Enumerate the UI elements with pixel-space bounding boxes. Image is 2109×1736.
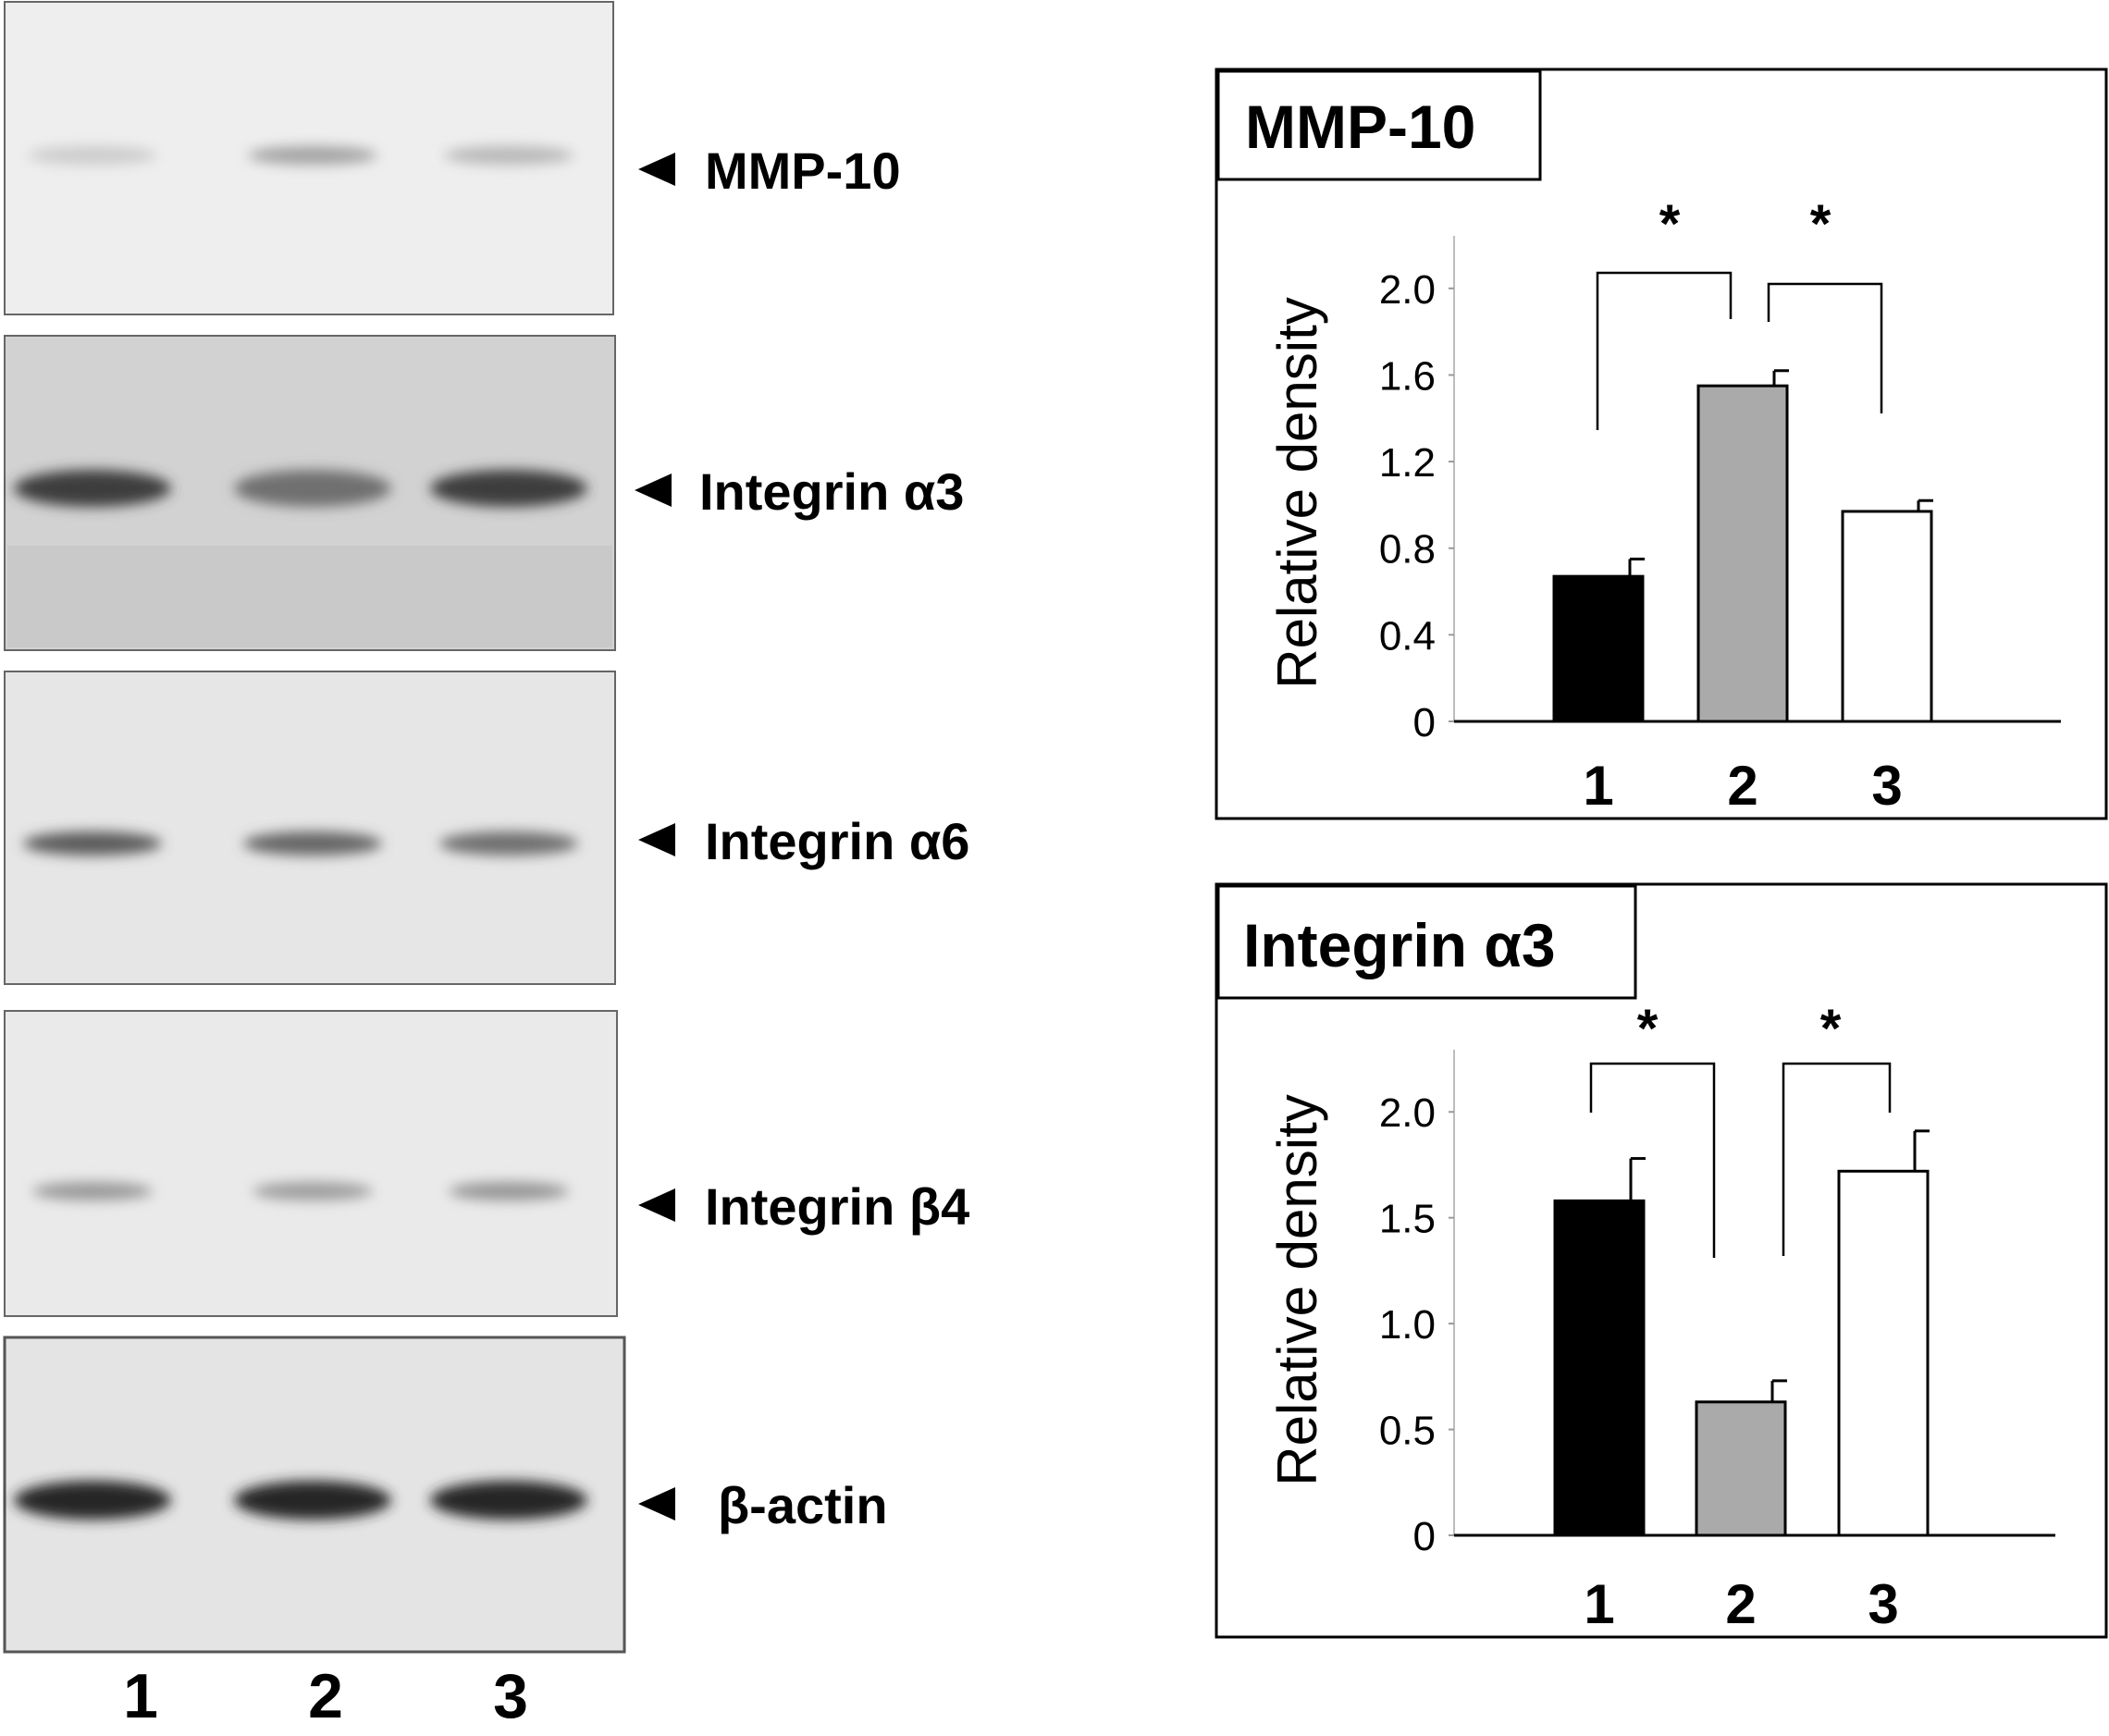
arrow-icon [638,1487,675,1521]
y-tick-label: 1.6 [1379,353,1436,399]
band-lane-3 [449,1182,569,1200]
band-lane-2 [243,831,382,856]
arrow-icon [638,1188,675,1222]
blot-label-beta-actin: β-actin [718,1476,888,1534]
arrow-icon [638,153,675,186]
significance-star: * [1659,194,1681,254]
chart-title: Integrin α3 [1243,911,1556,979]
y-tick-label: 2.0 [1379,1090,1436,1136]
y-tick-label: 0 [1413,700,1436,745]
blot-lane-labels: 1 2 3 [123,1661,528,1731]
band-lane-2 [253,1182,373,1200]
bar-3 [1841,510,1933,723]
x-tick-label: 2 [1727,755,1758,817]
band-lane-1 [32,1182,153,1200]
chart-title-box [1216,69,1542,181]
bar-3 [1837,1169,1930,1537]
band-lane-1 [14,1481,171,1520]
chart-integrin-a3: Integrin α3 Relative density 0 0.5 1.0 1.5 2… [1215,882,2108,1639]
band-lane-1 [28,146,157,165]
blot-panel-integrin-a3: Integrin α3 [4,335,964,651]
y-tick-label: 1.5 [1379,1197,1436,1242]
y-tick-label: 0 [1413,1514,1436,1559]
significance-star: * [1810,194,1832,254]
significance-star: * [1820,999,1842,1059]
blot-panel-mmp10: MMP-10 [4,1,901,315]
y-tick-label: 1.2 [1379,440,1436,486]
x-tick-label: 1 [1584,1573,1614,1635]
band-lane-3 [444,146,574,165]
chart-mmp10: MMP-10 Relative density 0 0.4 0.8 1.2 1.6 2.0… [1215,68,2108,820]
blot-panel-integrin-b4: Integrin β4 [4,1010,969,1317]
y-tick-label: 1.0 [1379,1302,1436,1348]
bar-2 [1695,1400,1787,1537]
lane-label-1: 1 [123,1661,158,1731]
band-lane-1 [23,831,162,856]
y-tick-label: 0.5 [1379,1409,1436,1454]
blot-label-integrin-a3: Integrin α3 [699,462,964,521]
blot-panel-integrin-a6: Integrin α6 [4,671,969,985]
blot-label-mmp10: MMP-10 [705,142,901,200]
chart-frame [1215,882,2108,1639]
y-tick-label: 2.0 [1379,267,1436,313]
significance-bracket [1589,1062,1716,1258]
blot-label-integrin-b4: Integrin β4 [705,1177,969,1236]
chart-title: MMP-10 [1245,92,1475,161]
arrow-icon [635,474,672,507]
chart-title-box [1216,884,1637,1000]
x-tick-label: 3 [1871,755,1902,817]
significance-bracket [1596,271,1733,430]
blot-panel-beta-actin: β-actin [3,1336,888,1654]
band-lane-3 [439,831,578,856]
band-lane-2 [234,1481,391,1520]
y-axis-label: Relative density [1266,1094,1328,1486]
chart-frame [1215,68,2108,820]
y-tick-label: 0.8 [1379,527,1436,573]
arrow-icon [638,823,675,856]
blot-label-integrin-a6: Integrin α6 [705,812,969,870]
bar-1 [1552,574,1645,723]
lane-label-3: 3 [493,1661,528,1731]
y-tick-label: 0.4 [1379,613,1436,659]
significance-bracket [1782,1062,1892,1256]
bar-1 [1553,1199,1646,1537]
y-axis-label: Relative density [1266,297,1328,689]
x-tick-label: 3 [1868,1573,1898,1635]
band-lane-3 [430,470,587,507]
band-lane-1 [14,470,171,507]
band-lane-3 [430,1481,587,1520]
band-lane-2 [234,470,391,507]
significance-bracket [1767,282,1883,413]
bar-2 [1696,384,1789,723]
x-tick-label: 2 [1725,1573,1756,1635]
significance-star: * [1637,999,1659,1059]
x-tick-label: 1 [1583,755,1613,817]
lane-label-2: 2 [308,1661,343,1731]
band-lane-2 [248,146,377,165]
